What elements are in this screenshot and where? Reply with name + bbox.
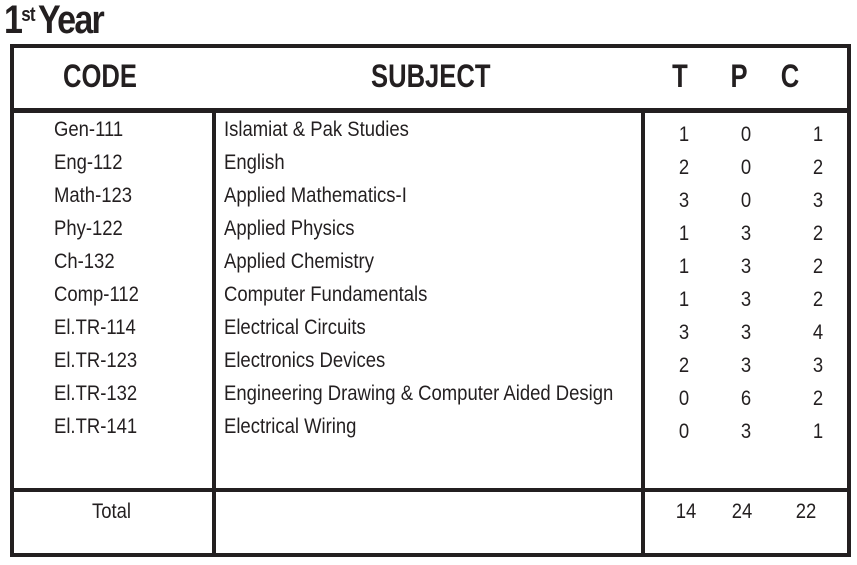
- table-border-top: [10, 44, 851, 48]
- course-code: El.TR-132: [54, 382, 138, 405]
- course-practical: 0: [740, 156, 752, 179]
- course-credits: 1: [812, 420, 824, 443]
- course-subject: Computer Fundamentals: [224, 283, 428, 306]
- total-credits: 22: [795, 500, 817, 523]
- course-credits: 2: [812, 255, 824, 278]
- course-code: Comp-112: [54, 283, 139, 306]
- header-divider: [10, 108, 851, 113]
- course-practical: 3: [740, 321, 752, 344]
- course-theory: 3: [678, 189, 690, 212]
- course-theory: 3: [678, 321, 690, 344]
- header-subject: SUBJECT: [371, 58, 491, 94]
- course-code: El.TR-141: [54, 415, 138, 438]
- course-theory: 2: [678, 156, 690, 179]
- course-subject: Engineering Drawing & Computer Aided Des…: [224, 382, 614, 405]
- header-practical: P: [730, 58, 748, 94]
- course-subject: Applied Mathematics-I: [224, 184, 407, 207]
- course-practical: 6: [740, 387, 752, 410]
- code-subject-divider: [212, 112, 216, 555]
- course-subject: Electrical Circuits: [224, 316, 366, 339]
- course-code: Eng-112: [54, 151, 123, 174]
- table-border-left: [10, 44, 14, 557]
- course-theory: 1: [678, 222, 690, 245]
- course-credits: 4: [812, 321, 824, 344]
- header-theory: T: [672, 58, 688, 94]
- course-theory: 1: [678, 288, 690, 311]
- total-practical: 24: [731, 500, 753, 523]
- total-divider: [10, 488, 851, 492]
- course-subject: Electronics Devices: [224, 349, 386, 372]
- course-code: El.TR-123: [54, 349, 138, 372]
- course-theory: 2: [678, 354, 690, 377]
- table-border-right: [847, 44, 851, 557]
- course-theory: 1: [678, 123, 690, 146]
- course-subject: Applied Physics: [224, 217, 355, 240]
- course-subject: Applied Chemistry: [224, 250, 374, 273]
- course-practical: 3: [740, 420, 752, 443]
- course-credits: 2: [812, 222, 824, 245]
- course-credits: 3: [812, 354, 824, 377]
- course-credits: 1: [812, 123, 824, 146]
- course-subject: Electrical Wiring: [224, 415, 357, 438]
- course-subject: English: [224, 151, 285, 174]
- course-code: Phy-122: [54, 217, 123, 240]
- course-credits: 2: [812, 288, 824, 311]
- course-practical: 3: [740, 288, 752, 311]
- course-theory: 1: [678, 255, 690, 278]
- course-practical: 3: [740, 255, 752, 278]
- course-subject: Islamiat & Pak Studies: [224, 118, 409, 141]
- table-border-bottom: [10, 553, 851, 557]
- total-theory: 14: [675, 500, 697, 523]
- course-practical: 0: [740, 123, 752, 146]
- course-credits: 2: [812, 156, 824, 179]
- header-credits: C: [780, 58, 800, 94]
- subject-credits-divider: [641, 112, 645, 555]
- course-credits: 2: [812, 387, 824, 410]
- course-practical: 0: [740, 189, 752, 212]
- course-code: Math-123: [54, 184, 133, 207]
- course-theory: 0: [678, 420, 690, 443]
- course-practical: 3: [740, 222, 752, 245]
- course-code: Gen-111: [54, 118, 124, 141]
- header-code: CODE: [63, 58, 137, 94]
- course-credits: 3: [812, 189, 824, 212]
- course-theory: 0: [678, 387, 690, 410]
- course-code: Ch-132: [54, 250, 115, 273]
- course-practical: 3: [740, 354, 752, 377]
- course-code: El.TR-114: [54, 316, 136, 339]
- page-title: 1stYear: [4, 0, 105, 42]
- total-label: Total: [92, 500, 132, 523]
